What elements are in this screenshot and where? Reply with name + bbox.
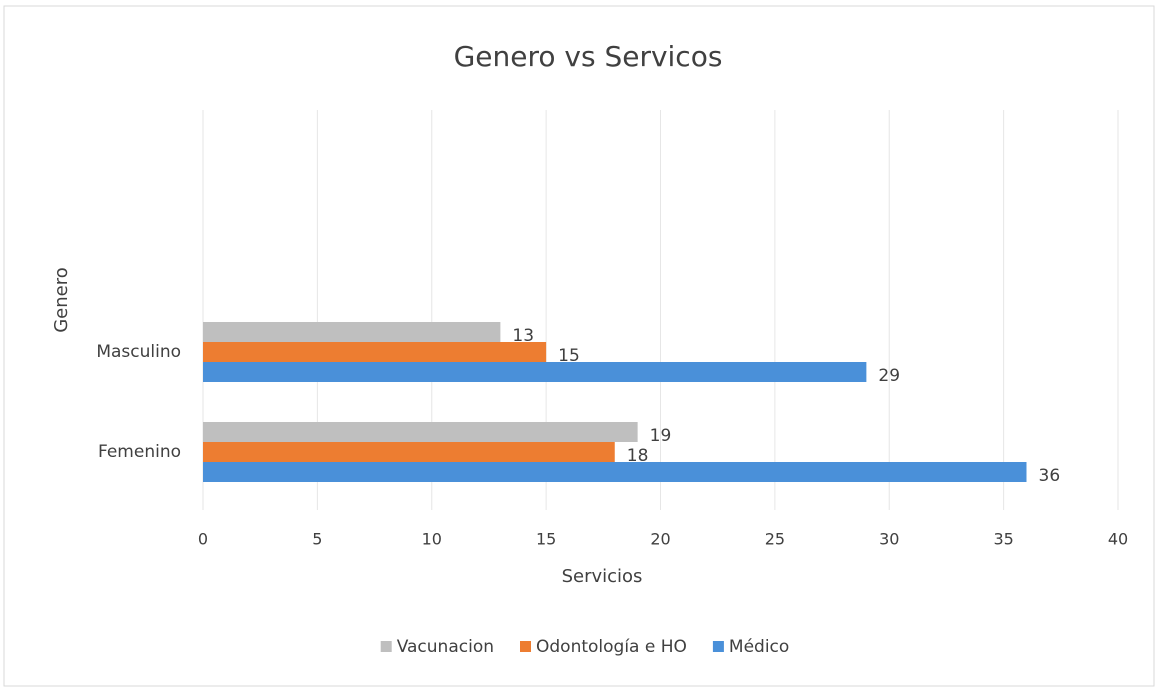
y-tick-label: Femenino: [98, 442, 181, 462]
legend-label: Odontología e HO: [536, 637, 687, 657]
x-tick-label: 15: [536, 530, 556, 549]
data-label: 13: [512, 326, 534, 346]
x-tick-label: 40: [1108, 530, 1128, 549]
legend-label: Médico: [729, 637, 789, 657]
legend-swatch: [712, 641, 724, 652]
bar: [203, 362, 867, 382]
x-tick-label: 20: [650, 530, 670, 549]
data-label: 18: [627, 446, 649, 466]
data-label: 36: [1039, 466, 1061, 486]
legend: Vacunacion Odontología e HO Médico: [380, 637, 789, 657]
x-tick-label: 30: [879, 530, 899, 549]
legend-swatch: [380, 641, 392, 652]
x-tick-label: 35: [993, 530, 1013, 549]
bar: [203, 342, 547, 362]
chart-frame: [3, 5, 1155, 687]
x-axis-label: Servicios: [562, 566, 643, 587]
data-label: 15: [558, 346, 580, 366]
bar: [203, 442, 615, 462]
chart-title: Genero vs Servicos: [454, 40, 723, 73]
bar: [203, 422, 638, 442]
bar: [203, 462, 1027, 482]
y-tick-label: Masculino: [96, 342, 181, 362]
data-label: 19: [650, 426, 672, 446]
x-tick-label: 0: [198, 530, 208, 549]
y-axis-label: Genero: [51, 267, 72, 333]
data-label: 29: [878, 366, 900, 386]
x-tick-label: 25: [765, 530, 785, 549]
legend-label: Vacunacion: [397, 637, 494, 657]
x-tick-label: 5: [312, 530, 322, 549]
legend-swatch: [520, 641, 531, 652]
bar: [203, 322, 501, 342]
x-tick-label: 10: [422, 530, 442, 549]
